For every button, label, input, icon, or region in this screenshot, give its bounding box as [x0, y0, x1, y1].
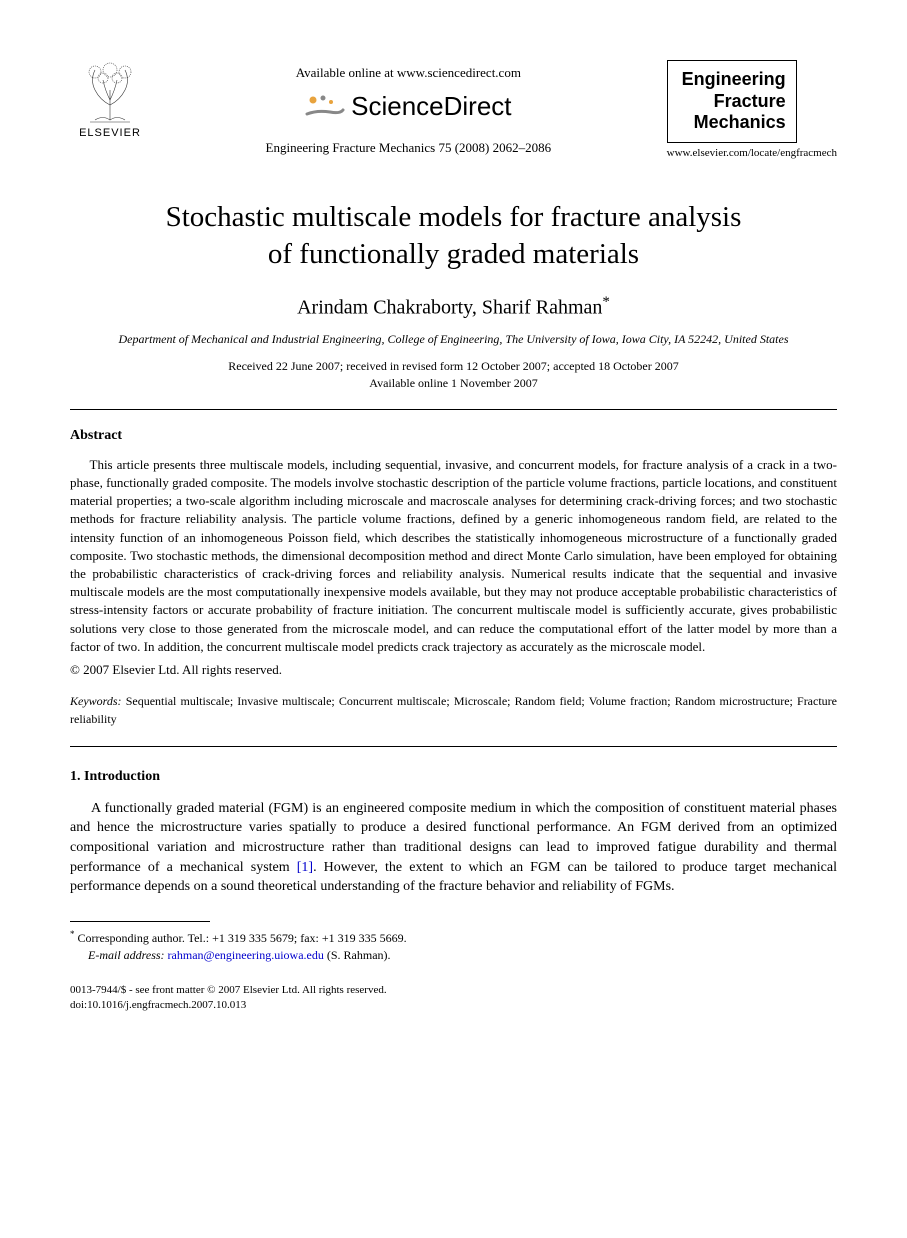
- keywords: Keywords: Sequential multiscale; Invasiv…: [70, 692, 837, 728]
- elsevier-tree-icon: [75, 60, 145, 125]
- sciencedirect-swoosh-icon: [305, 92, 345, 122]
- authors-text: Arindam Chakraborty, Sharif Rahman: [297, 297, 602, 319]
- article-title: Stochastic multiscale models for fractur…: [70, 199, 837, 274]
- keywords-label: Keywords:: [70, 694, 122, 708]
- keywords-text: Sequential multiscale; Invasive multisca…: [70, 694, 837, 726]
- elsevier-logo: ELSEVIER: [70, 60, 150, 150]
- journal-box-line3: Mechanics: [678, 112, 786, 134]
- section-1-para-1: A functionally graded material (FGM) is …: [70, 799, 837, 897]
- rule-below-keywords: [70, 746, 837, 747]
- sciencedirect-logo: ScienceDirect: [150, 91, 667, 122]
- journal-box-line2: Fracture: [678, 91, 786, 113]
- header-row: ELSEVIER Available online at www.science…: [70, 60, 837, 159]
- corresponding-marker: *: [602, 294, 610, 310]
- email-footnote: E-mail address: rahman@engineering.uiowa…: [70, 947, 837, 964]
- footnote-rule: [70, 921, 210, 922]
- abstract-copyright: © 2007 Elsevier Ltd. All rights reserved…: [70, 662, 837, 678]
- ref-link-1[interactable]: [1]: [297, 860, 313, 875]
- journal-url[interactable]: www.elsevier.com/locate/engfracmech: [667, 147, 837, 159]
- elsevier-label: ELSEVIER: [79, 127, 141, 139]
- sciencedirect-text: ScienceDirect: [351, 91, 511, 122]
- authors: Arindam Chakraborty, Sharif Rahman*: [70, 294, 837, 320]
- journal-box-line1: Engineering: [678, 69, 786, 91]
- corr-author-text: Corresponding author. Tel.: +1 319 335 5…: [75, 931, 407, 945]
- email-link[interactable]: rahman@engineering.uiowa.edu: [168, 948, 324, 962]
- affiliation: Department of Mechanical and Industrial …: [70, 332, 837, 347]
- email-label: E-mail address:: [88, 948, 165, 962]
- doi-line: doi:10.1016/j.engfracmech.2007.10.013: [70, 998, 837, 1012]
- section-1-heading: 1. Introduction: [70, 769, 837, 785]
- available-online-text: Available online at www.sciencedirect.co…: [150, 65, 667, 81]
- center-header: Available online at www.sciencedirect.co…: [150, 60, 667, 156]
- abstract-heading: Abstract: [70, 428, 837, 444]
- online-date: Available online 1 November 2007: [70, 376, 837, 391]
- journal-article-page: ELSEVIER Available online at www.science…: [0, 0, 907, 1052]
- journal-title-box: Engineering Fracture Mechanics: [667, 60, 797, 143]
- citation-text: Engineering Fracture Mechanics 75 (2008)…: [150, 140, 667, 156]
- front-matter-line: 0013-7944/$ - see front matter © 2007 El…: [70, 983, 837, 997]
- footer-meta: 0013-7944/$ - see front matter © 2007 El…: [70, 983, 837, 1012]
- corresponding-footnote: * Corresponding author. Tel.: +1 319 335…: [70, 928, 837, 947]
- journal-box-wrapper: Engineering Fracture Mechanics www.elsev…: [667, 60, 837, 159]
- abstract-body: This article presents three multiscale m…: [70, 456, 837, 656]
- received-dates: Received 22 June 2007; received in revis…: [70, 359, 837, 374]
- email-name: (S. Rahman).: [324, 948, 391, 962]
- title-line2: of functionally graded materials: [268, 238, 639, 270]
- title-line1: Stochastic multiscale models for fractur…: [166, 201, 742, 233]
- rule-above-abstract: [70, 409, 837, 410]
